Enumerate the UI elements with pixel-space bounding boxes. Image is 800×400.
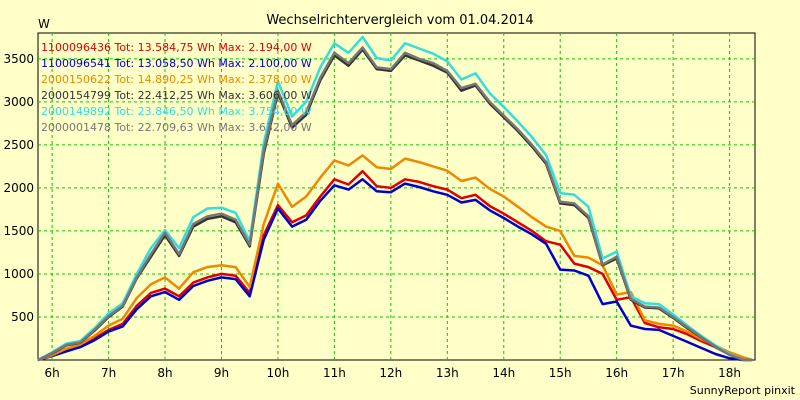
x-tick-label: 15h <box>549 366 572 380</box>
x-tick-label: 16h <box>605 366 628 380</box>
y-axis-unit: W <box>38 17 50 31</box>
legend: 1100096436 Tot: 13.584,75 Wh Max: 2.194,… <box>41 41 312 134</box>
y-tick-label: 500 <box>11 310 34 324</box>
series-line-1 <box>37 169 753 362</box>
x-tick-label: 17h <box>662 366 685 380</box>
series-line-5 <box>37 35 753 362</box>
series-group <box>37 35 753 362</box>
legend-entry-5: 2000149892 Tot: 23.846,50 Wh Max: 3.754,… <box>41 105 312 118</box>
y-tick-label: 3000 <box>3 95 34 109</box>
x-tick-label: 9h <box>214 366 229 380</box>
legend-entry-6: 2000001478 Tot: 22.709,63 Wh Max: 3.632,… <box>41 121 312 134</box>
x-tick-label: 13h <box>436 366 459 380</box>
y-tick-label: 2500 <box>3 138 34 152</box>
chart-title: Wechselrichtervergleich vom 01.04.2014 <box>266 13 533 28</box>
y-tick-label: 1000 <box>3 267 34 281</box>
y-axis: 500 1000 1500 2000 2500 3000 3500 <box>3 52 34 324</box>
legend-entry-2: 1100096541 Tot: 13.058,50 Wh Max: 2.100,… <box>41 57 312 70</box>
series-line-3 <box>37 154 753 362</box>
y-tick-label: 1500 <box>3 224 34 238</box>
x-tick-label: 12h <box>379 366 402 380</box>
x-tick-label: 10h <box>267 366 290 380</box>
y-tick-label: 2000 <box>3 181 34 195</box>
legend-entry-3: 2000150622 Tot: 14.890,25 Wh Max: 2.378,… <box>41 73 312 86</box>
x-axis: 6h 7h 8h 9h 10h 11h 12h 13h 14h 15h 16h 17h 18h <box>44 366 741 380</box>
footer-credit: SunnyReport pinxit <box>690 384 796 397</box>
x-tick-label: 7h <box>101 366 116 380</box>
legend-entry-1: 1100096436 Tot: 13.584,75 Wh Max: 2.194,… <box>41 41 312 54</box>
series-line-6 <box>37 46 753 362</box>
x-tick-label: 18h <box>718 366 741 380</box>
x-tick-label: 6h <box>44 366 59 380</box>
series-line-2 <box>37 178 753 362</box>
x-tick-label: 14h <box>492 366 515 380</box>
legend-entry-4: 2000154799 Tot: 22.412,25 Wh Max: 3.606,… <box>41 89 312 102</box>
x-tick-label: 11h <box>323 366 346 380</box>
y-tick-label: 3500 <box>3 52 34 66</box>
x-tick-label: 8h <box>157 366 172 380</box>
